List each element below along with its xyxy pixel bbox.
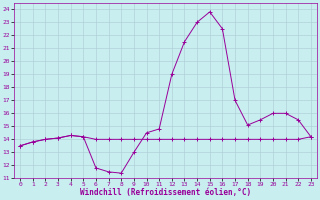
- X-axis label: Windchill (Refroidissement éolien,°C): Windchill (Refroidissement éolien,°C): [80, 188, 251, 197]
